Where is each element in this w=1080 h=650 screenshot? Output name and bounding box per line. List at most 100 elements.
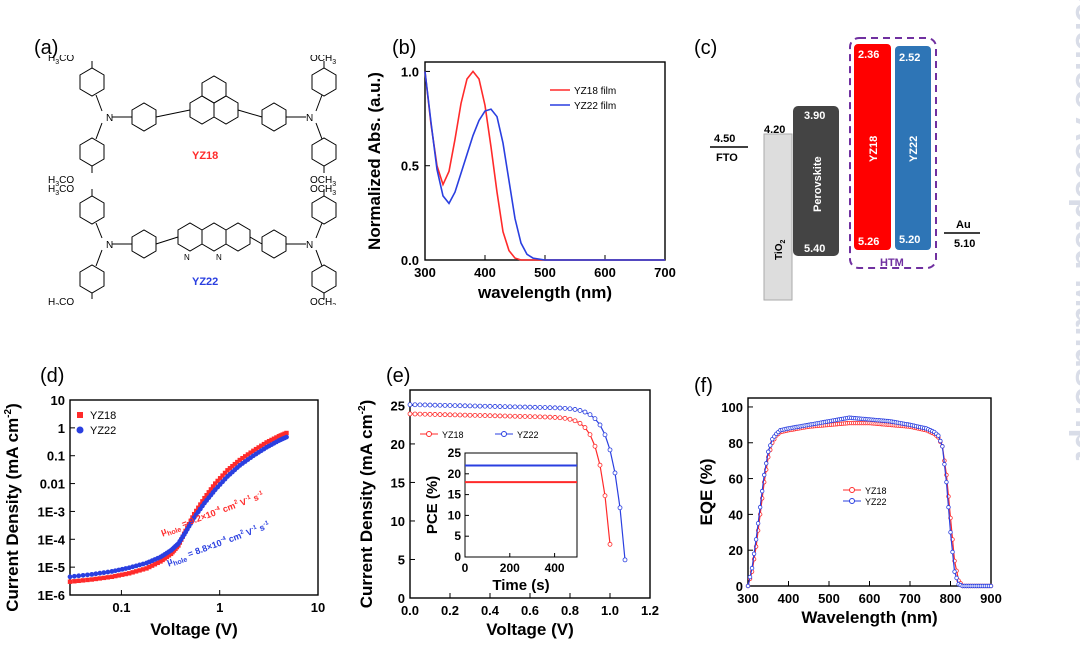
data-point-yz18 <box>215 478 220 484</box>
jv-point-yz22 <box>422 402 428 408</box>
y-tick-label: 1.0 <box>401 64 419 79</box>
jv-point-yz22 <box>517 404 523 410</box>
svg-text:OCH3: OCH3 <box>310 175 336 188</box>
jv-point-yz18 <box>502 413 508 419</box>
data-point-yz18 <box>97 576 103 581</box>
inset-y-tick-label: 0 <box>454 550 461 564</box>
y-tick-label: 0.01 <box>40 477 65 492</box>
x-tick-label: 700 <box>899 591 921 606</box>
data-point-yz18 <box>140 567 146 572</box>
data-point-yz22 <box>93 571 99 577</box>
eqe-point-yz22 <box>751 551 757 556</box>
eqe-point-yz22 <box>757 505 763 510</box>
y-tick-label: 15 <box>391 475 405 490</box>
y-tick-label: 20 <box>729 543 743 558</box>
jv-point-yz18 <box>572 418 578 424</box>
jv-point-yz22 <box>412 402 418 408</box>
data-point-yz18 <box>113 573 118 579</box>
yz18-bar <box>854 44 891 250</box>
data-point-yz22 <box>76 573 82 579</box>
jv-point-yz22 <box>512 404 518 410</box>
legend-marker <box>501 431 507 437</box>
jv-point-yz18 <box>592 443 598 449</box>
jv-point-yz22 <box>547 405 553 411</box>
data-point-yz18 <box>235 459 240 465</box>
data-point-yz18 <box>109 574 115 580</box>
svg-text:OCH3: OCH3 <box>310 297 336 305</box>
yz22-bar <box>895 46 931 250</box>
jv-point-yz18 <box>547 414 553 420</box>
y-tick-label: 25 <box>391 398 405 413</box>
x-tick-label: 700 <box>654 265 676 280</box>
data-point-yz18 <box>130 570 135 575</box>
perovskite-name: Perovskite <box>812 156 824 212</box>
x-tick-label: 0.2 <box>441 603 459 618</box>
legend-label: YZ22 film <box>574 101 616 112</box>
jv-point-yz22 <box>572 407 578 412</box>
yz18-bottom: 5.26 <box>858 236 879 248</box>
eqe-point-yz22 <box>938 438 943 444</box>
inset-y-tick-label: 10 <box>448 508 462 522</box>
data-point-yz22 <box>85 572 90 578</box>
svg-text:N: N <box>184 253 190 262</box>
x-tick-label: 0.4 <box>481 603 500 618</box>
data-point-yz18 <box>137 568 142 573</box>
y-tick-label: 80 <box>729 436 743 451</box>
jv-point-yz18 <box>607 541 613 547</box>
yz18-phenyl-left <box>131 102 157 132</box>
fto-name: FTO <box>716 152 738 164</box>
jv-point-yz22 <box>602 432 608 438</box>
data-point-yz22 <box>101 570 107 576</box>
data-point-yz18 <box>67 579 73 584</box>
y-tick-label: 40 <box>729 507 743 522</box>
data-point-yz18 <box>206 490 211 495</box>
data-point-yz18 <box>72 579 77 584</box>
y-tick-label: 0.1 <box>47 449 65 464</box>
tio2-bar <box>763 133 793 301</box>
jv-point-yz18 <box>532 414 538 420</box>
jv-point-yz18 <box>467 412 473 418</box>
data-point-yz18 <box>155 560 160 566</box>
x-tick-label: 900 <box>980 591 1002 606</box>
x-tick-label: 0.0 <box>401 603 419 618</box>
data-point-yz18 <box>274 435 279 440</box>
data-point-yz22 <box>71 573 77 579</box>
data-point-yz18 <box>237 457 242 463</box>
jv-point-yz22 <box>442 402 448 408</box>
jv-log-chart: 0.1 1 10 1E-6 1E-5 1E-4 1E-3 0.01 0.1 1 10 Voltage … <box>3 393 325 639</box>
y-axis-label: EQE (%) <box>697 458 716 525</box>
inset-x-tick-label: 0 <box>462 561 469 575</box>
yz22-bar-name: YZ22 <box>908 136 920 162</box>
x-tick-label: 800 <box>940 591 962 606</box>
data-point-yz18 <box>259 443 264 448</box>
jv-point-yz18 <box>462 412 468 418</box>
jv-point-yz18 <box>417 411 423 417</box>
data-point-yz22 <box>97 570 103 576</box>
jv-point-yz22 <box>542 405 548 410</box>
eqe-point-yz22 <box>747 574 753 580</box>
y-tick-label: 5 <box>398 552 405 567</box>
data-point-yz18 <box>271 436 277 441</box>
jv-point-yz18 <box>432 412 438 417</box>
methoxy-label: H3CO <box>48 55 74 66</box>
y-axis-label: Current Density (mA cm-2) <box>357 400 376 609</box>
svg-text:H3CO: H3CO <box>48 297 74 305</box>
jv-point-yz18 <box>552 415 558 420</box>
data-point-yz18 <box>264 440 269 445</box>
data-point-yz18 <box>76 578 81 584</box>
jv-point-yz18 <box>442 412 448 418</box>
yz18-phenyl-right <box>261 102 287 132</box>
eqe-point-yz22 <box>944 479 949 485</box>
eqe-point-yz22 <box>768 443 773 448</box>
data-point-yz18 <box>222 470 228 476</box>
data-point-yz22 <box>80 572 86 578</box>
eqe-point-yz22 <box>745 583 751 589</box>
x-tick-label: 300 <box>414 265 436 280</box>
svg-text:N: N <box>216 253 222 262</box>
y-tick-label: 10 <box>391 514 405 529</box>
data-point-yz18 <box>204 493 209 498</box>
panel-d-label: (d) <box>40 365 65 387</box>
x-axis-label: wavelength (nm) <box>477 283 612 302</box>
data-point-yz18 <box>93 576 99 582</box>
tio2-top: 4.20 <box>764 124 785 136</box>
